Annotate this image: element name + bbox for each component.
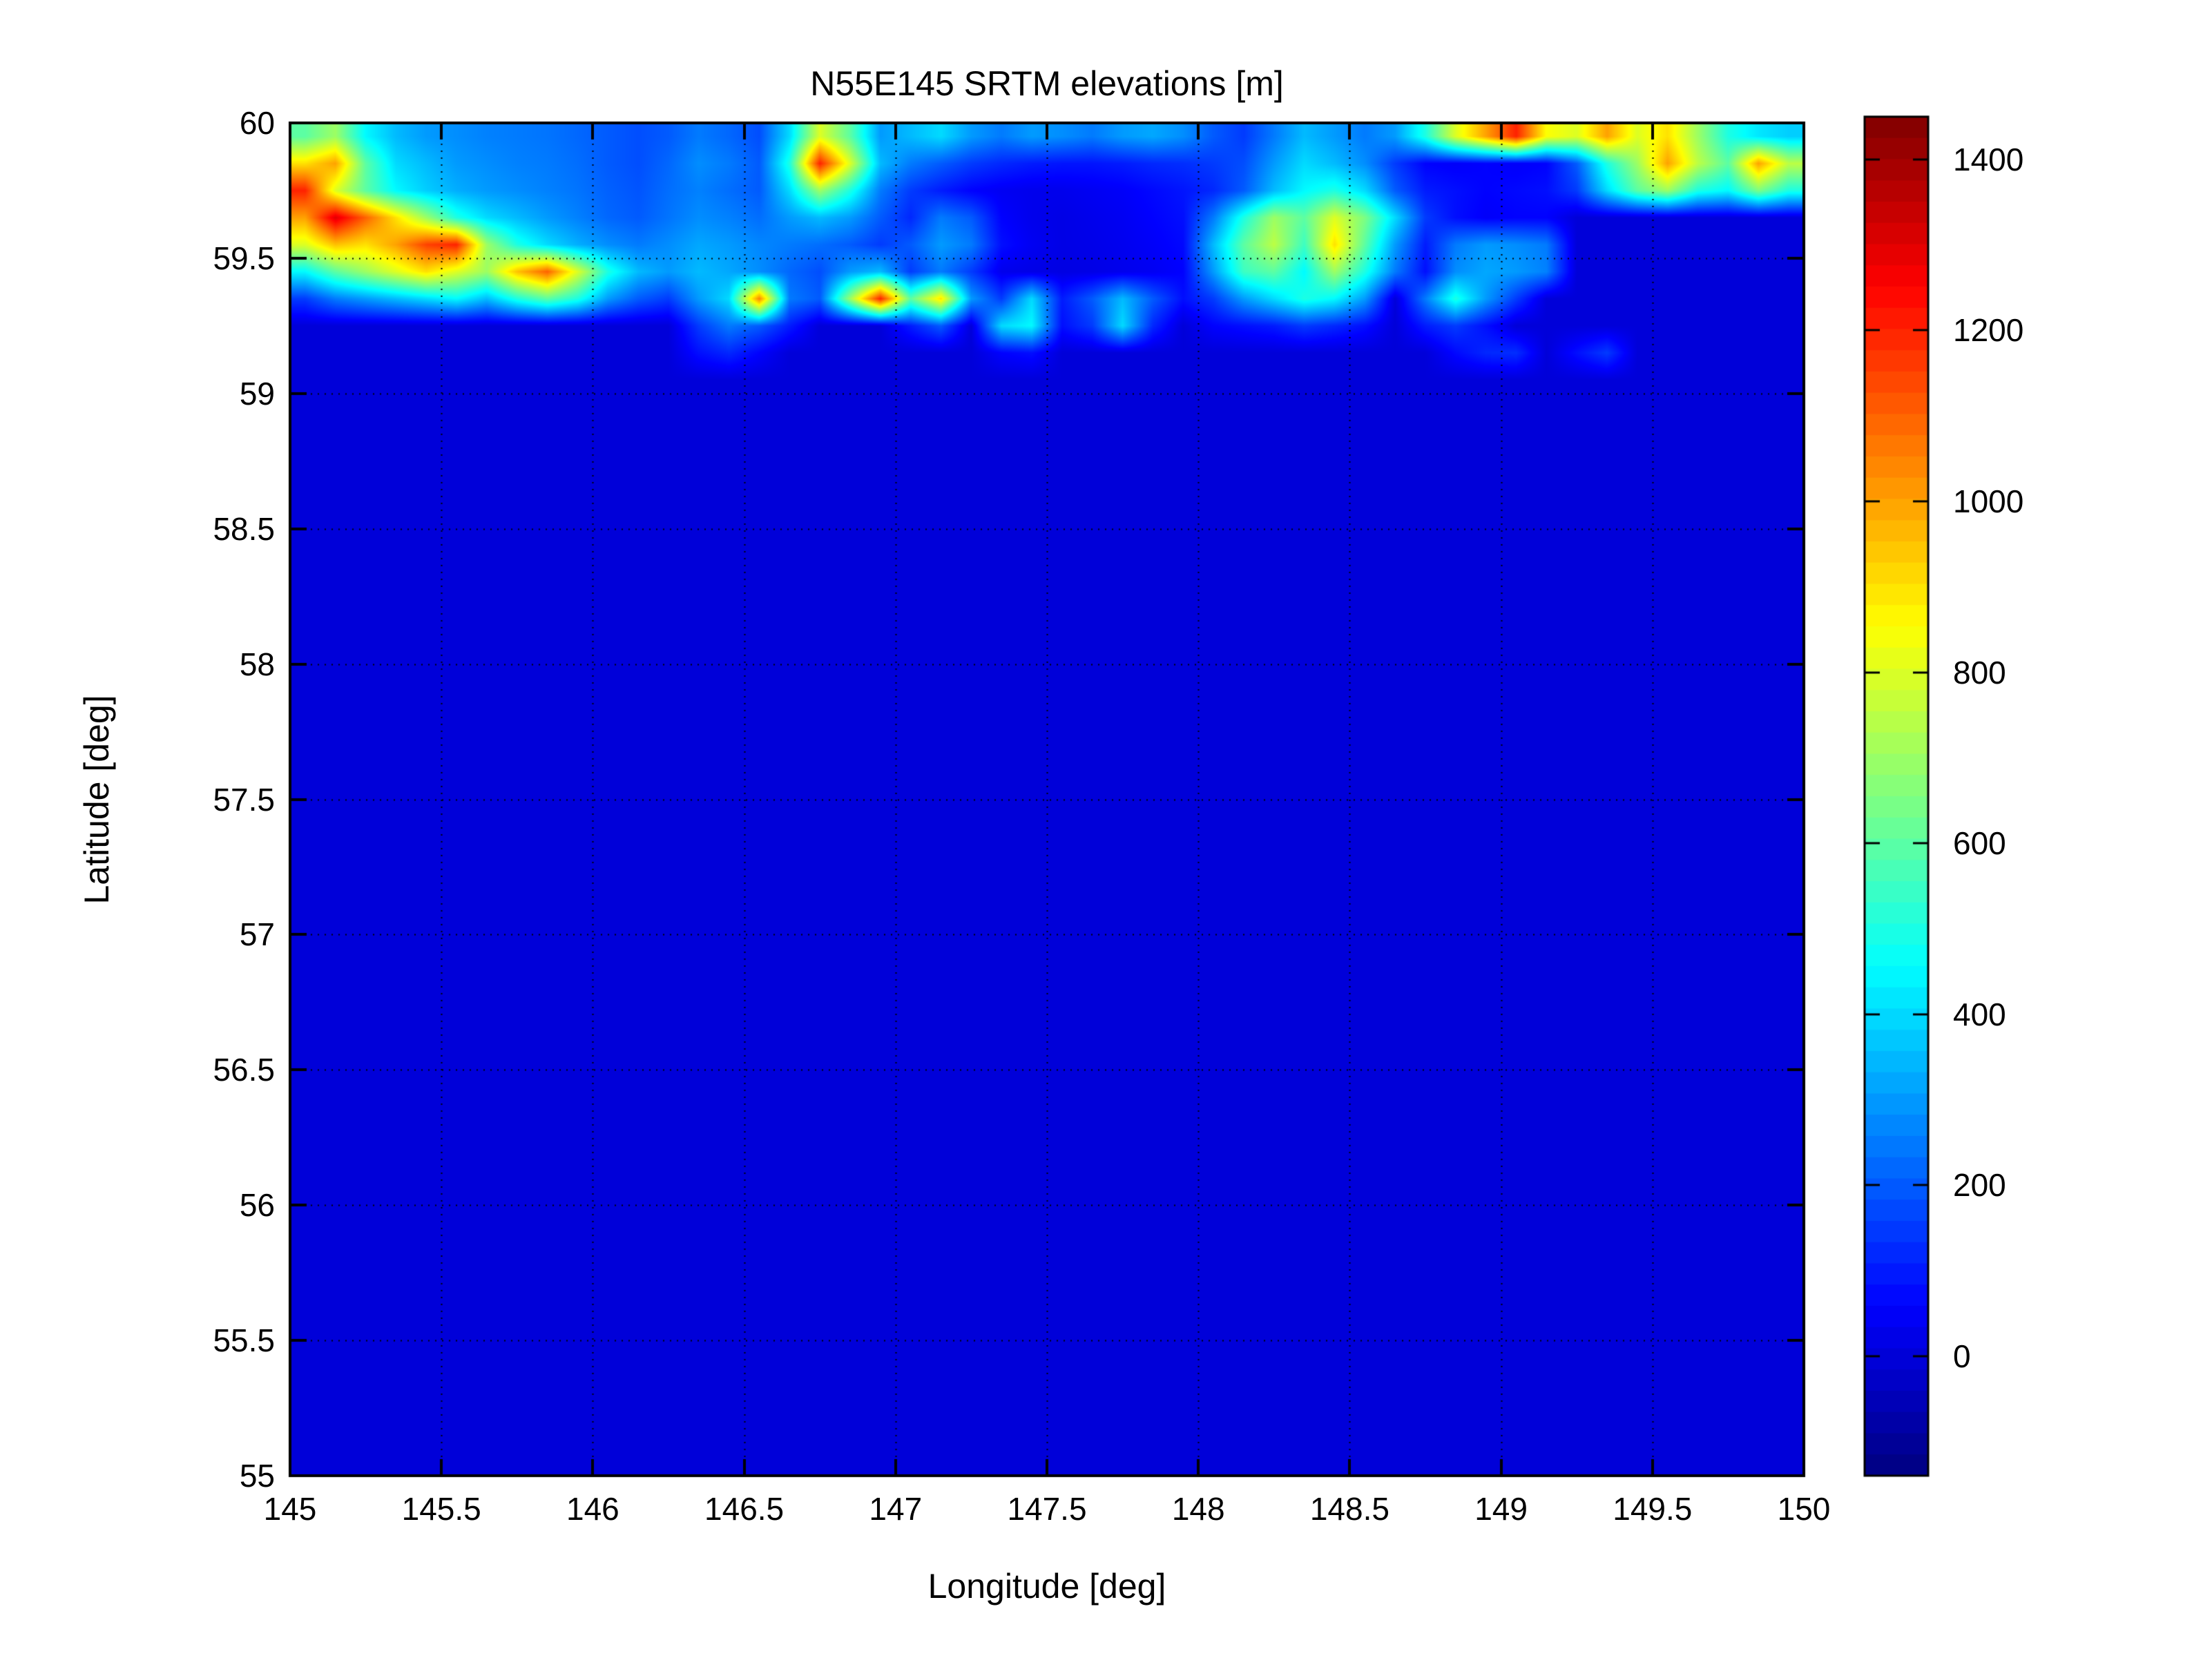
x-tick-label: 147.5	[1007, 1491, 1087, 1527]
colorbar-tick-label: 200	[1953, 1167, 2006, 1204]
y-tick-label: 56	[239, 1187, 275, 1224]
y-tick-label: 59.5	[213, 240, 275, 276]
y-tick-label: 59	[239, 375, 275, 412]
x-tick-label: 150	[1777, 1491, 1831, 1527]
x-tick-label: 146.5	[704, 1491, 785, 1527]
y-tick-label: 57	[239, 916, 275, 953]
x-tick-label: 149	[1474, 1491, 1528, 1527]
colorbar-tick-label: 1400	[1953, 141, 2024, 177]
y-tick-label: 58	[239, 646, 275, 682]
x-tick-label: 149.5	[1613, 1491, 1693, 1527]
colorbar-tick-label: 400	[1953, 996, 2006, 1032]
x-axis-label: Longitude [deg]	[927, 1567, 1166, 1606]
colorbar-tick-label: 800	[1953, 654, 2006, 691]
y-tick-label: 55.5	[213, 1322, 275, 1359]
y-tick-label: 55	[239, 1458, 275, 1494]
y-tick-label: 58.5	[213, 510, 275, 547]
x-tick-label: 146	[566, 1491, 619, 1527]
x-tick-label: 148.5	[1309, 1491, 1389, 1527]
colorbar-tick-label: 1200	[1953, 312, 2024, 349]
y-tick-label: 56.5	[213, 1052, 275, 1088]
x-tick-label: 145	[263, 1491, 317, 1527]
colorbar-tick-label: 600	[1953, 825, 2006, 862]
y-axis-label: Latitude [deg]	[77, 695, 116, 905]
colorbar-tick-label: 1000	[1953, 483, 2024, 519]
y-tick-label: 57.5	[213, 781, 275, 818]
y-tick-label: 60	[239, 105, 275, 141]
x-tick-label: 145.5	[401, 1491, 481, 1527]
chart-title: N55E145 SRTM elevations [m]	[810, 64, 1284, 103]
x-tick-label: 148	[1171, 1491, 1225, 1527]
colorbar-tick-label: 0	[1953, 1338, 1971, 1374]
x-tick-label: 147	[869, 1491, 923, 1527]
